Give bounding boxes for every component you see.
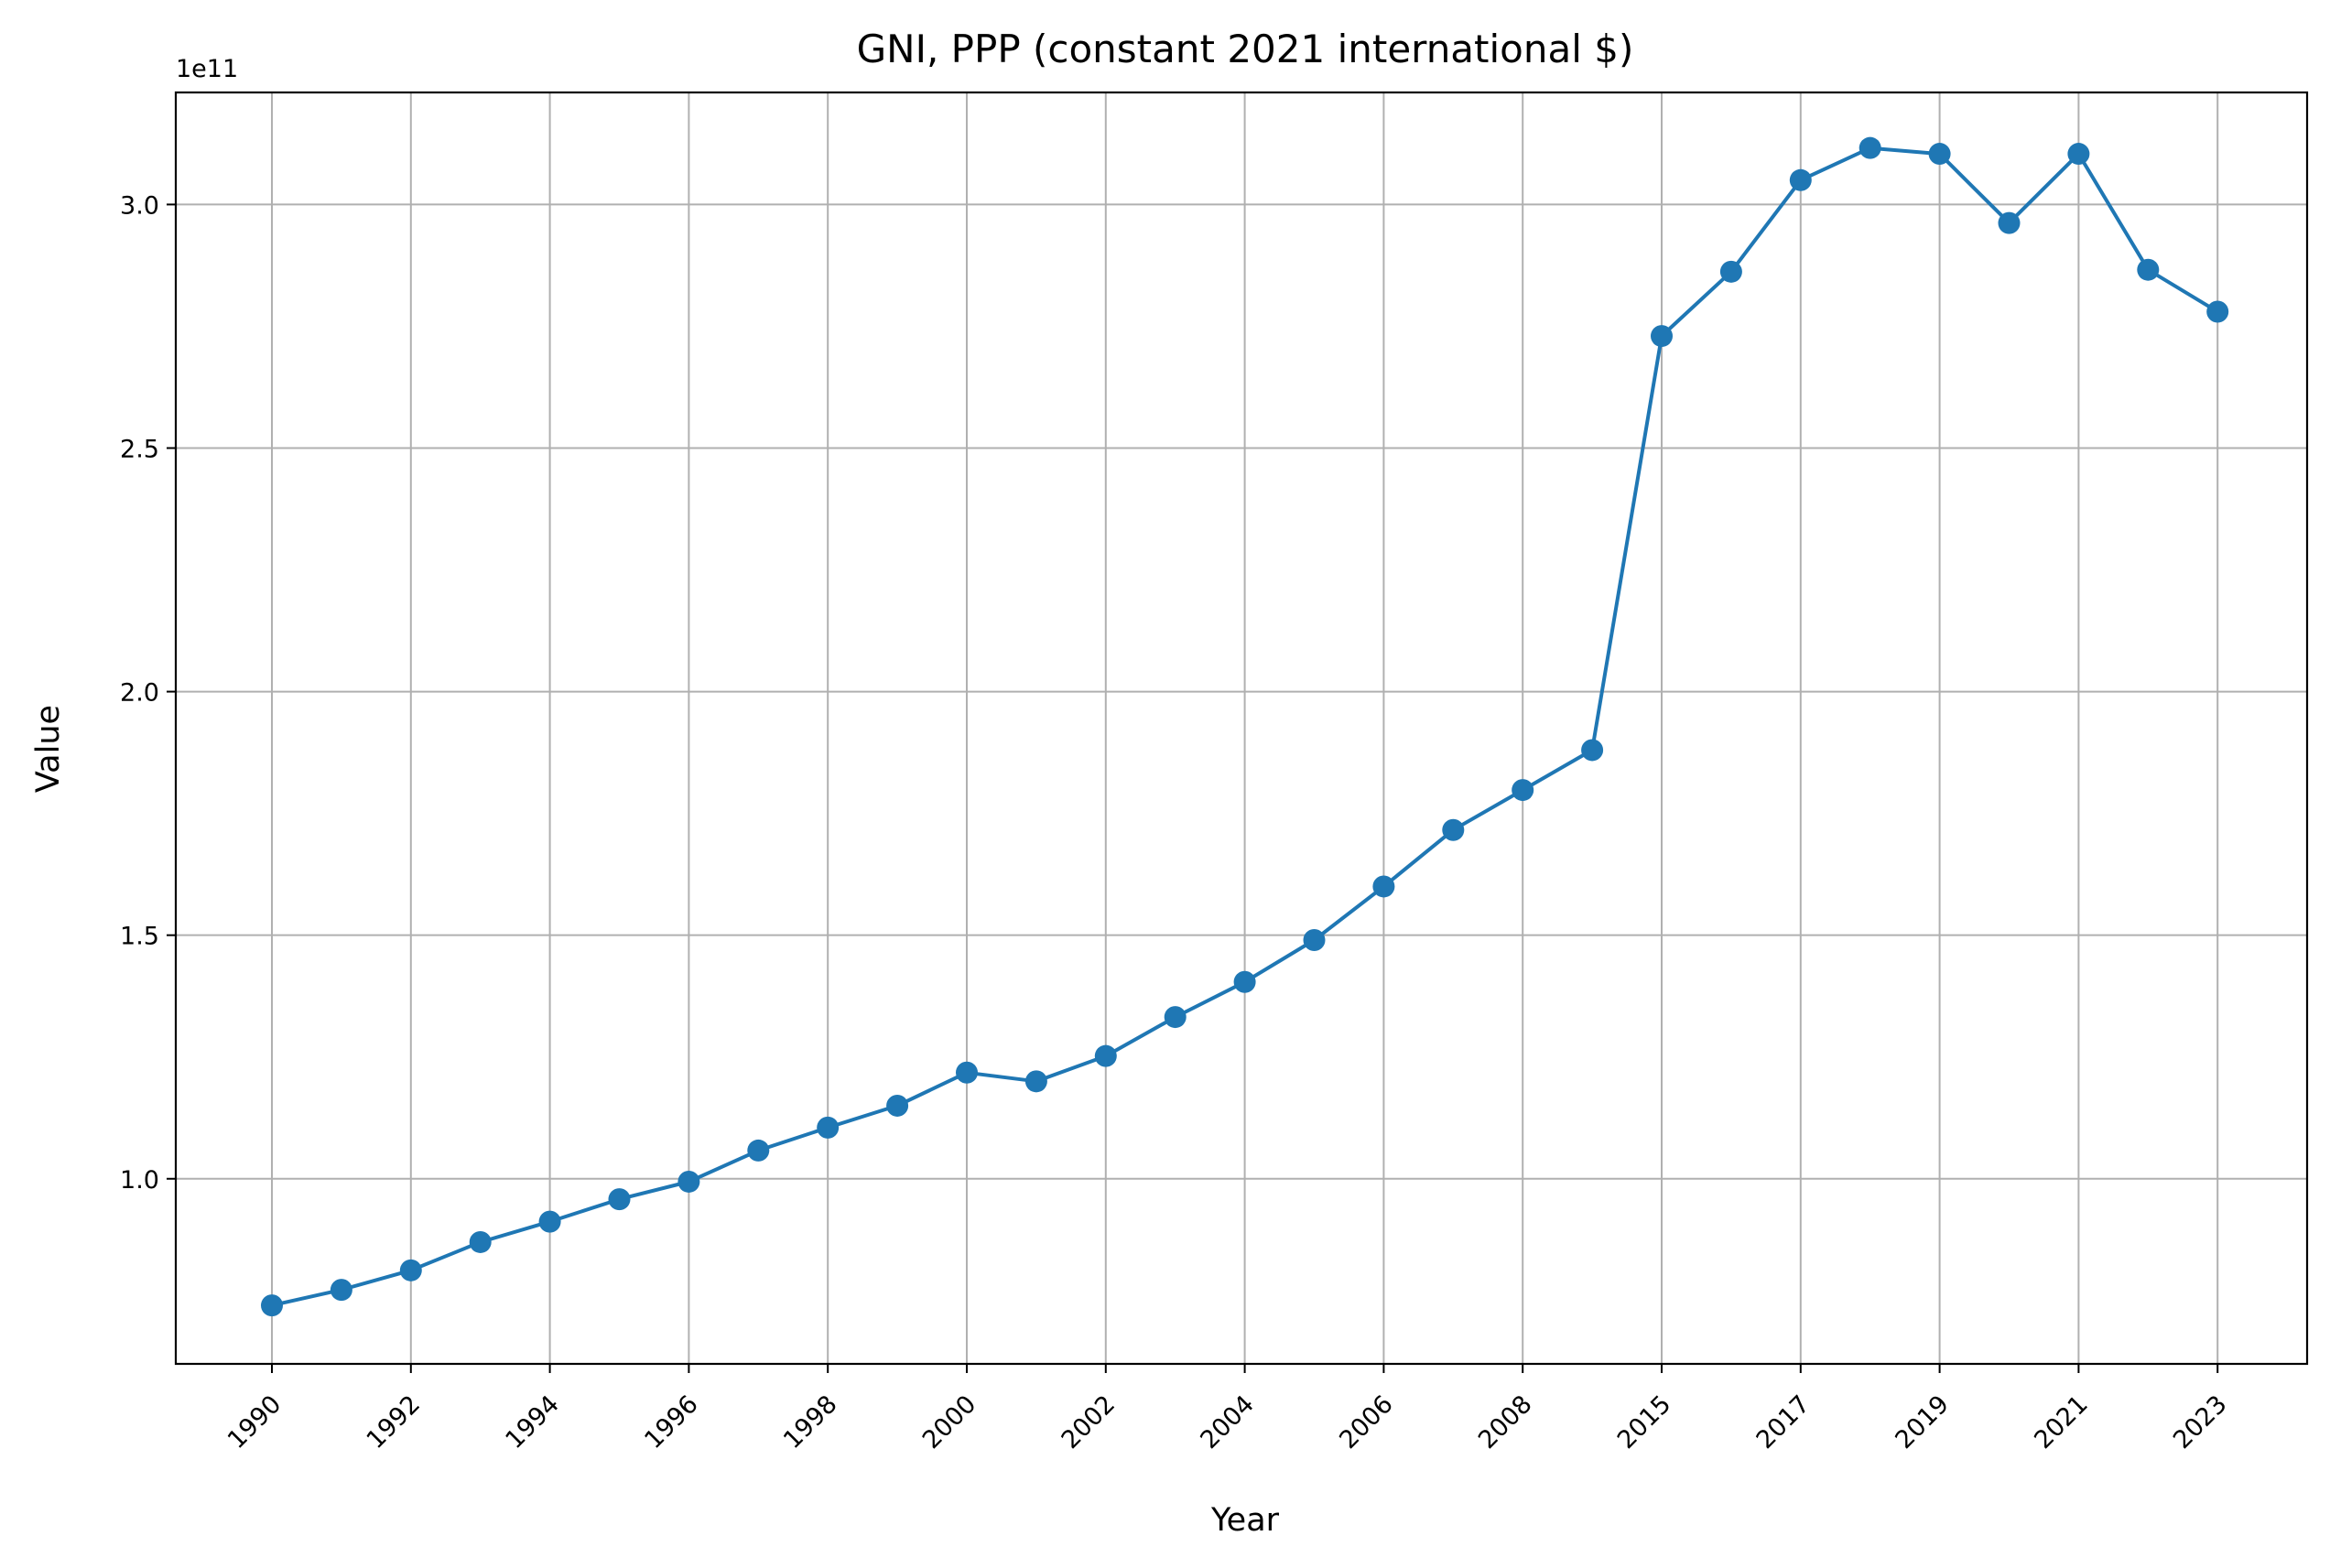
data-point [1998, 211, 2021, 234]
data-point [1233, 970, 1256, 993]
data-point [2067, 143, 2090, 166]
series-layer [261, 136, 2229, 1317]
data-point [817, 1116, 840, 1139]
data-point [1303, 929, 1326, 951]
data-point [261, 1294, 283, 1317]
data-point [608, 1188, 631, 1211]
data-point [1024, 1070, 1047, 1093]
data-point [1094, 1044, 1117, 1067]
data-point [399, 1259, 422, 1281]
axis-ticks [167, 203, 2219, 1373]
y-tick-label: 2.0 [120, 679, 159, 708]
y-tick-label: 1.5 [120, 923, 159, 951]
data-point [538, 1210, 561, 1233]
data-point [886, 1094, 909, 1117]
data-point [1442, 818, 1465, 841]
data-point [469, 1230, 492, 1253]
data-point [956, 1061, 978, 1084]
y-axis-title: Value [30, 705, 67, 793]
data-point [1651, 325, 1673, 348]
grid-lines [176, 92, 2307, 1364]
data-point [1372, 875, 1395, 898]
y-axis-offset-label: 1e11 [176, 55, 238, 83]
y-tick-label: 3.0 [120, 191, 159, 220]
y-tick-label: 1.0 [120, 1166, 159, 1195]
data-point [330, 1279, 352, 1302]
data-point [2137, 258, 2160, 281]
data-point [747, 1139, 770, 1162]
x-axis-title: Year [1210, 1502, 1280, 1539]
data-point [1859, 136, 1881, 159]
data-point [1928, 143, 1951, 166]
data-point [677, 1170, 700, 1193]
y-tick-label: 2.5 [120, 435, 159, 463]
data-point [1164, 1006, 1187, 1029]
data-point [1719, 260, 1742, 283]
data-point [1512, 779, 1534, 802]
data-point [2206, 300, 2229, 323]
data-point [1581, 739, 1604, 762]
data-point [1789, 168, 1812, 191]
chart-title: GNI, PPP (constant 2021 international $) [857, 27, 1634, 71]
plot-area-frame [174, 91, 2309, 1366]
